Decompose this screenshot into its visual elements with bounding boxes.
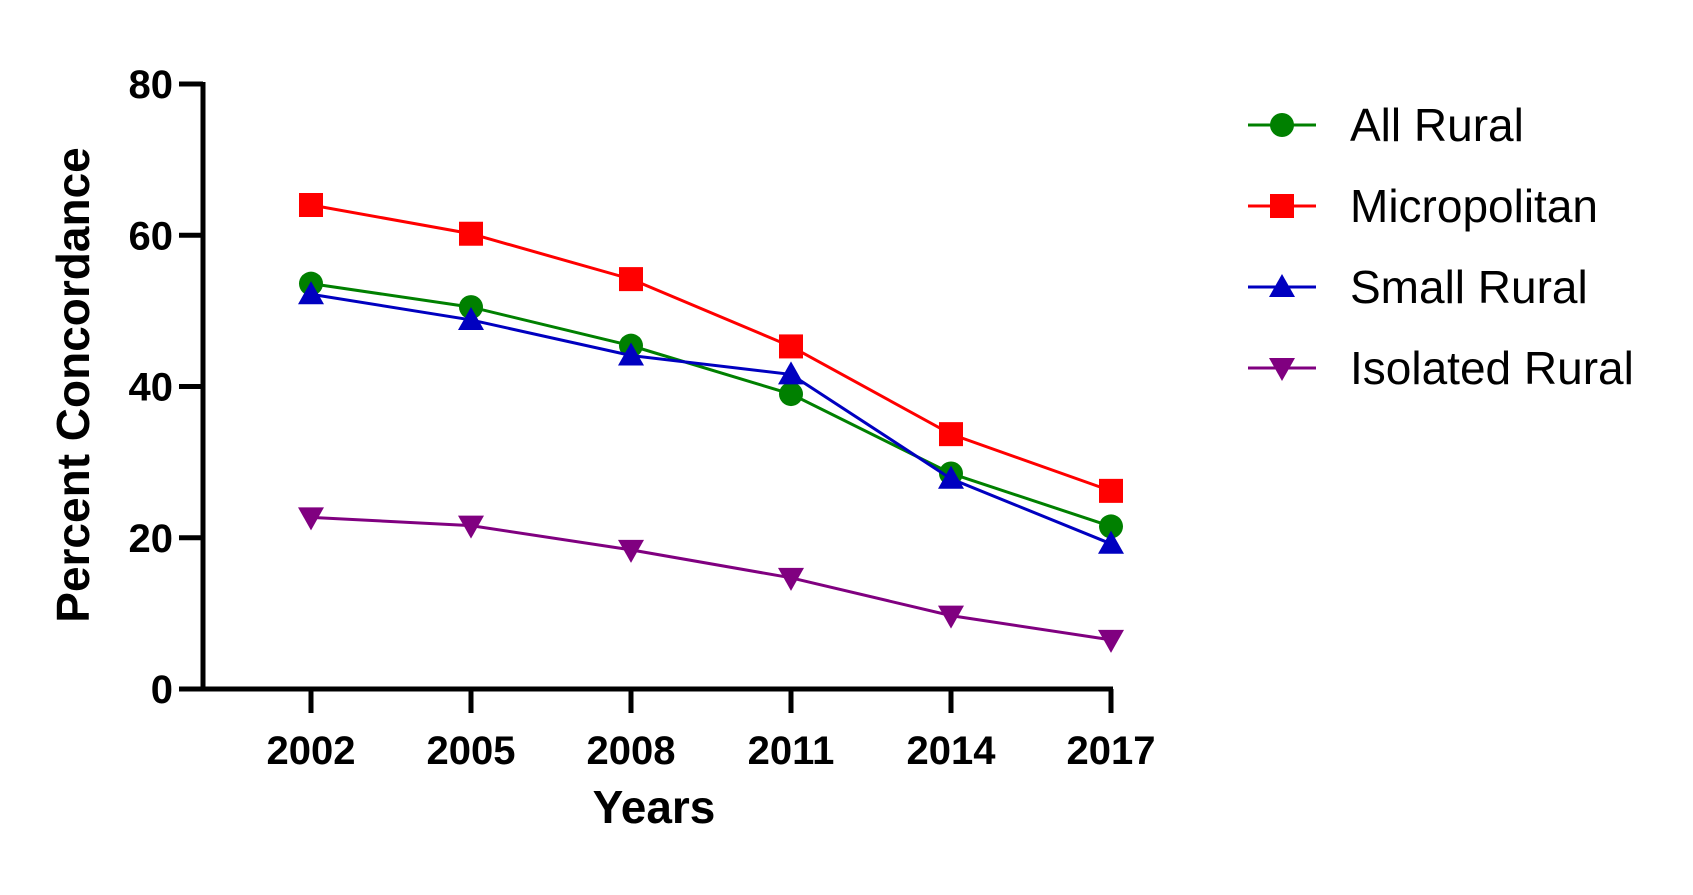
series-group: [298, 193, 1124, 653]
legend-item-micropolitan: Micropolitan: [1248, 180, 1598, 232]
data-point-small-rural: [618, 342, 644, 366]
data-point-isolated-rural: [458, 515, 484, 539]
legend-item-all-rural: All Rural: [1248, 99, 1524, 151]
y-tick-label: 60: [129, 214, 174, 258]
series-line-all-rural: [310, 282, 1112, 528]
data-point-micropolitan: [779, 334, 803, 359]
series-line-isolated-rural: [310, 515, 1112, 642]
legend-marker-micropolitan: [1270, 194, 1294, 218]
legend-label-all-rural: All Rural: [1350, 99, 1524, 151]
data-point-micropolitan: [939, 422, 963, 447]
data-point-isolated-rural: [618, 539, 644, 563]
data-point-isolated-rural: [298, 507, 324, 531]
x-tick-label: 2005: [427, 729, 516, 773]
y-axis-title: Percent Concordance: [47, 147, 99, 622]
series-line-micropolitan: [310, 203, 1112, 493]
y-tick-label: 80: [129, 63, 174, 107]
legend-label-micropolitan: Micropolitan: [1350, 180, 1598, 232]
y-tick-label: 20: [129, 517, 174, 561]
x-tick-label: 2008: [587, 729, 676, 773]
x-tick-label: 2017: [1067, 729, 1156, 773]
data-point-all-rural: [1099, 514, 1123, 539]
data-point-small-rural: [298, 281, 324, 305]
series-micropolitan: [299, 193, 1123, 503]
legend-label-small-rural: Small Rural: [1350, 261, 1588, 313]
x-tick-label: 2002: [267, 729, 356, 773]
x-tick-label: 2011: [748, 729, 835, 773]
series-isolated-rural: [298, 507, 1124, 653]
data-point-micropolitan: [619, 267, 643, 292]
data-point-micropolitan: [459, 221, 483, 246]
data-point-isolated-rural: [938, 605, 964, 629]
data-point-micropolitan: [1099, 478, 1123, 503]
axes: 0 20 40 60 80 2002 2005 2008 2011 2014 2017: [129, 63, 1156, 773]
legend-marker-isolated-rural: [1269, 358, 1295, 381]
data-point-small-rural: [778, 361, 804, 385]
data-point-isolated-rural: [1098, 629, 1124, 653]
legend-label-isolated-rural: Isolated Rural: [1350, 342, 1634, 394]
data-point-small-rural: [458, 306, 484, 330]
data-point-all-rural: [779, 382, 803, 407]
data-point-micropolitan: [299, 193, 323, 217]
legend-marker-small-rural: [1269, 274, 1295, 297]
x-tick-label: 2014: [907, 729, 997, 773]
series-line-small-rural: [310, 292, 1112, 546]
x-axis-title: Years: [593, 781, 716, 833]
legend-item-small-rural: Small Rural: [1248, 261, 1588, 313]
legend: All Rural Micropolitan Small Rural Isolated…: [1248, 99, 1634, 394]
data-point-isolated-rural: [778, 567, 804, 591]
y-tick-label: 0: [151, 668, 173, 712]
y-tick-label: 40: [129, 366, 174, 410]
series-small-rural: [298, 281, 1124, 554]
legend-marker-all-rural: [1270, 113, 1294, 137]
data-point-small-rural: [1098, 530, 1124, 554]
legend-item-isolated-rural: Isolated Rural: [1248, 342, 1634, 394]
data-point-small-rural: [938, 465, 964, 489]
